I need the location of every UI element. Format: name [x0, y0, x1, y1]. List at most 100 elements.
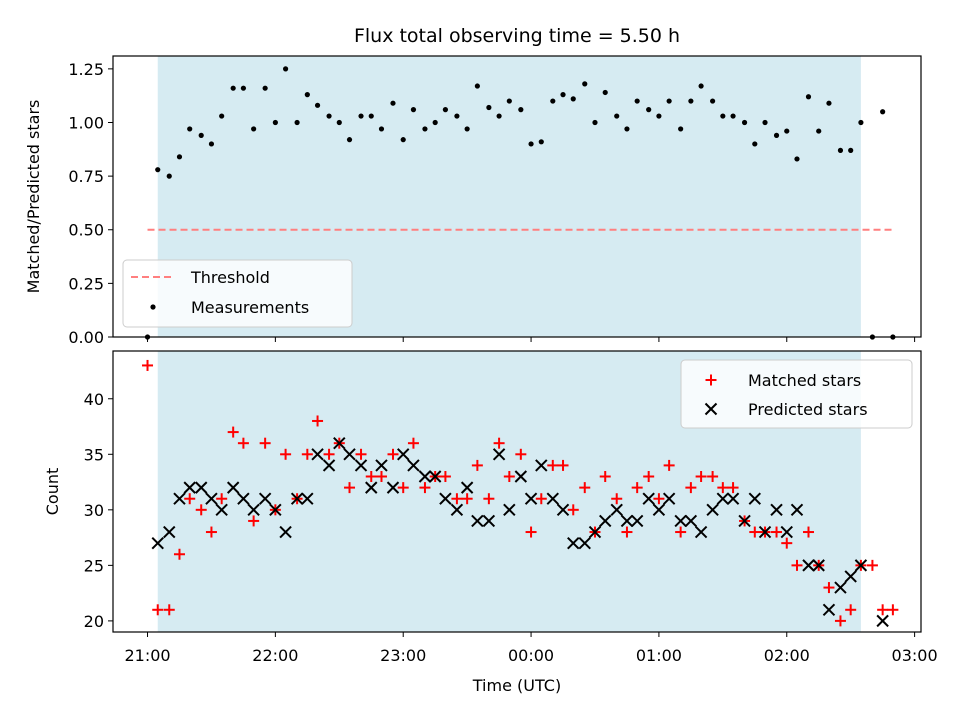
- predicted-star-point: [610, 503, 623, 517]
- measurement-point: [486, 104, 492, 111]
- measurement-point: [880, 109, 886, 115]
- measurement-point: [294, 119, 300, 126]
- y-tick-label: 0.50: [68, 221, 104, 240]
- matched-star-point: [195, 504, 207, 516]
- x-tick-label: 21:00: [124, 646, 170, 665]
- matched-star-point: [312, 415, 324, 427]
- predicted-star-point: [215, 503, 228, 517]
- predicted-star-point: [620, 514, 634, 528]
- matched-star-point: [611, 493, 623, 505]
- predicted-star-point: [854, 559, 868, 572]
- predicted-star-point: [301, 492, 314, 505]
- predicted-star-point: [163, 525, 176, 539]
- predicted-star-point: [460, 481, 474, 494]
- predicted-star-point: [674, 514, 687, 528]
- y-axis-label-bottom: Count: [43, 468, 62, 516]
- legend-predicted-label: Predicted stars: [748, 400, 868, 419]
- y-tick-label: 0.75: [68, 167, 104, 186]
- predicted-star-point: [333, 436, 346, 450]
- matched-star-point: [707, 471, 719, 483]
- measurement-point: [752, 141, 758, 147]
- x-tick-label: 03:00: [892, 646, 938, 665]
- predicted-star-point: [482, 514, 496, 528]
- y-tick-label: 0.25: [68, 274, 104, 293]
- y-tick-label: 30: [84, 501, 104, 520]
- predicted-star-point: [226, 481, 240, 494]
- y-tick-label: 1.25: [68, 60, 104, 79]
- measurement-point: [666, 98, 672, 104]
- predicted-star-point: [556, 503, 570, 517]
- measurement-point: [166, 173, 172, 179]
- measurement-point: [346, 137, 353, 143]
- predicted-star-point: [588, 525, 602, 539]
- measurement-point: [230, 85, 236, 91]
- matched-star-point: [663, 459, 675, 471]
- legend-matched-swatch: [705, 374, 717, 386]
- measurement-point: [518, 107, 524, 113]
- plot-frame: [112, 55, 922, 338]
- matched-star-point: [471, 459, 483, 471]
- matched-star-point: [845, 604, 857, 616]
- matched-star-point: [866, 559, 878, 571]
- measurement-point: [410, 107, 417, 113]
- measurement-point: [773, 132, 780, 138]
- predicted-star-point: [716, 492, 730, 505]
- matched-star-point: [599, 471, 611, 483]
- predicted-star-point: [748, 492, 762, 505]
- matched-star-point: [227, 426, 239, 438]
- matched-star-point: [643, 471, 655, 483]
- matched-star-point: [375, 471, 387, 483]
- measurement-point: [826, 100, 832, 106]
- predicted-star-point: [694, 525, 708, 539]
- plot-frame: [112, 350, 922, 633]
- predicted-star-point: [662, 492, 676, 505]
- x-tick-label: 23:00: [380, 646, 426, 665]
- predicted-star-point: [652, 503, 666, 517]
- predicted-star-point: [450, 503, 464, 517]
- measurement-point: [314, 102, 321, 108]
- predicted-star-point: [195, 481, 208, 494]
- matched-star-point: [173, 548, 185, 560]
- legend-predicted-swatch: [704, 402, 718, 416]
- predicted-star-point: [790, 503, 804, 517]
- measurement-point: [560, 92, 566, 98]
- measurement-point: [326, 113, 332, 119]
- predicted-star-point: [503, 503, 516, 517]
- measurement-point: [550, 98, 556, 104]
- matched-star-point: [387, 448, 399, 460]
- predicted-star-point: [758, 525, 772, 539]
- matched-star-point: [503, 471, 515, 483]
- measurement-point: [794, 156, 800, 162]
- predicted-star-point: [247, 503, 260, 517]
- matched-star-point: [834, 615, 846, 627]
- predicted-star-point: [726, 492, 740, 505]
- matched-star-point: [823, 582, 835, 594]
- predicted-star-point: [844, 570, 857, 583]
- measurement-point: [570, 96, 576, 102]
- matched-star-point: [749, 526, 761, 538]
- predicted-star-point: [354, 459, 368, 472]
- measurement-point: [805, 94, 812, 100]
- predicted-star-point: [514, 470, 528, 483]
- measurement-point: [784, 128, 790, 134]
- predicted-star-point: [343, 448, 356, 461]
- predicted-star-point: [706, 503, 719, 517]
- measurement-point: [176, 154, 183, 160]
- predicted-star-point: [322, 459, 336, 472]
- predicted-star-point: [780, 525, 793, 539]
- matched-star-point: [248, 515, 260, 527]
- matched-star-point: [579, 482, 591, 494]
- predicted-star-point: [418, 470, 432, 483]
- matched-star-point: [525, 526, 537, 538]
- matched-star-point: [237, 437, 249, 449]
- measurement-point: [688, 98, 694, 104]
- predicted-star-point: [492, 448, 506, 461]
- matched-star-point: [631, 482, 643, 494]
- measurement-point: [198, 132, 204, 138]
- measurement-point: [582, 81, 588, 87]
- measurement-point: [262, 85, 268, 91]
- x-tick-label: 01:00: [636, 646, 682, 665]
- measurement-point: [358, 113, 364, 119]
- legend-matched-label: Matched stars: [748, 371, 861, 390]
- x-tick-label: 00:00: [508, 646, 554, 665]
